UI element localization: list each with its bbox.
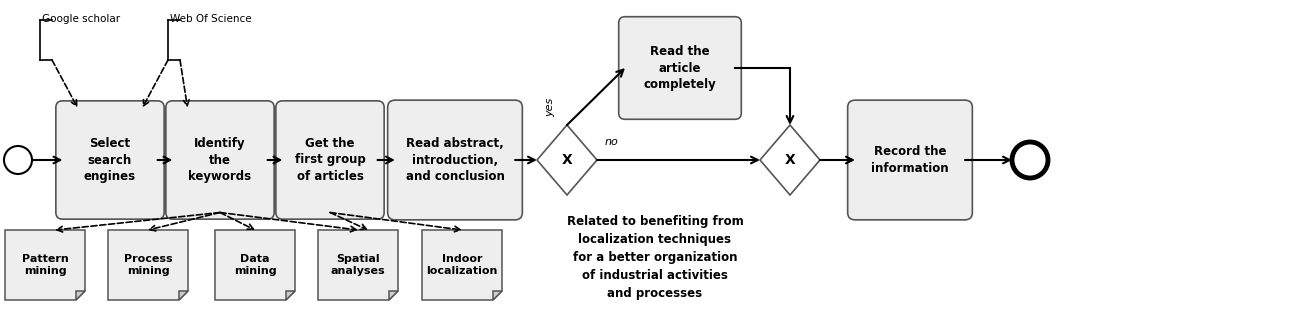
FancyBboxPatch shape [166, 101, 275, 219]
Polygon shape [760, 125, 820, 195]
Text: no: no [606, 137, 619, 147]
Polygon shape [76, 291, 85, 300]
FancyBboxPatch shape [619, 17, 742, 119]
Text: Process
mining: Process mining [124, 253, 173, 276]
Text: Read abstract,
introduction,
and conclusion: Read abstract, introduction, and conclus… [405, 137, 505, 183]
Text: Data
mining: Data mining [234, 253, 276, 276]
Circle shape [1012, 142, 1048, 178]
Polygon shape [5, 230, 85, 300]
Text: Select
search
engines: Select search engines [84, 137, 136, 183]
Polygon shape [388, 291, 398, 300]
Polygon shape [286, 291, 296, 300]
FancyBboxPatch shape [848, 100, 972, 220]
Circle shape [4, 146, 31, 174]
Text: X: X [785, 153, 795, 167]
Text: Record the
information: Record the information [871, 145, 948, 175]
Text: yes: yes [545, 98, 555, 117]
Text: Identify
the
keywords: Identify the keywords [188, 137, 251, 183]
Text: Get the
first group
of articles: Get the first group of articles [294, 137, 365, 183]
FancyBboxPatch shape [387, 100, 522, 220]
Polygon shape [318, 230, 398, 300]
Polygon shape [179, 291, 188, 300]
Text: Related to benefiting from
localization techniques
for a better organization
of : Related to benefiting from localization … [566, 215, 743, 300]
Polygon shape [109, 230, 188, 300]
Text: Web Of Science: Web Of Science [170, 14, 251, 24]
Polygon shape [215, 230, 296, 300]
Text: Spatial
analyses: Spatial analyses [331, 253, 386, 276]
FancyBboxPatch shape [276, 101, 385, 219]
FancyBboxPatch shape [56, 101, 164, 219]
Polygon shape [493, 291, 502, 300]
Text: Read the
article
completely: Read the article completely [644, 45, 717, 91]
Text: Indoor
localization: Indoor localization [426, 253, 497, 276]
Text: Pattern
mining: Pattern mining [22, 253, 68, 276]
Polygon shape [538, 125, 596, 195]
Text: Google scholar: Google scholar [42, 14, 120, 24]
Polygon shape [422, 230, 502, 300]
Text: X: X [561, 153, 573, 167]
